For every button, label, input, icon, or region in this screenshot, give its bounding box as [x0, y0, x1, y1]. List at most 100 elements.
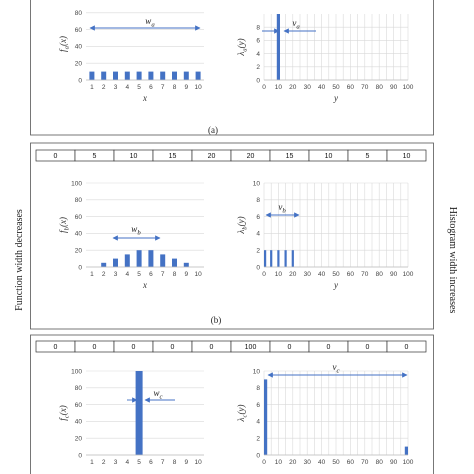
y-tick-label: 8	[256, 25, 260, 32]
histogram-bar	[277, 250, 280, 267]
y-axis-title: fb(x)	[58, 217, 71, 233]
histogram-bar	[270, 250, 273, 267]
y-tick-label: 80	[75, 385, 83, 392]
y-tick-label: 0	[78, 77, 82, 84]
y-tick-label: 40	[75, 419, 83, 426]
sequence-value: 5	[366, 153, 370, 160]
label-v-a: va	[292, 18, 300, 31]
function-bar	[172, 258, 177, 267]
y-tick-label: 10	[253, 180, 261, 187]
x-tick-label: 6	[149, 84, 153, 91]
x-tick-label: 90	[390, 84, 398, 91]
y-tick-label: 80	[75, 10, 83, 17]
x-tick-label: 100	[403, 84, 414, 91]
x-tick-label: 100	[403, 271, 414, 278]
x-tick-label: 60	[347, 84, 355, 91]
function-bar	[135, 371, 143, 455]
left-side-label: Function width decreases	[14, 209, 25, 311]
sequence-value: 0	[327, 344, 331, 351]
y-axis-title: fa(x)	[58, 36, 71, 52]
x-tick-label: 10	[275, 271, 283, 278]
chart-c-function: 0 20 40 60 80 100 1 2 3 4 5 6 7 8 9 10 fc(x)	[58, 368, 204, 466]
sequence-value: 15	[169, 153, 177, 160]
function-bar	[113, 71, 118, 80]
y-tick-label: 6	[256, 38, 260, 45]
function-bar	[101, 71, 107, 80]
sequence-value: 20	[208, 153, 216, 160]
y-tick-label: 10	[253, 368, 261, 375]
panel-c-frame	[30, 334, 434, 474]
x-tick-label: 0	[262, 271, 266, 278]
function-bar	[148, 71, 154, 80]
x-tick-label: 30	[304, 459, 312, 466]
x-tick-label: 40	[318, 271, 326, 278]
sequence-value: 0	[288, 344, 292, 351]
sequence-value: 0	[54, 344, 58, 351]
x-tick-label: 60	[347, 459, 355, 466]
label-w-c: wc	[153, 388, 162, 401]
x-tick-label: 9	[184, 271, 188, 278]
function-bar	[183, 262, 189, 267]
chart-a-function: 0 20 40 60 80 1 2 3 4 5 6 7 8 9 10 fa(x) x	[58, 10, 204, 103]
function-bar	[148, 250, 154, 267]
x-tick-label: 10	[194, 271, 202, 278]
sequence-value: 15	[286, 153, 294, 160]
sequence-value: 100	[245, 344, 257, 351]
panel-b-sequence-table: 0 5 10 15 20 20 15 10 5 10	[35, 149, 427, 162]
y-tick-label: 60	[75, 214, 83, 221]
y-tick-label: 6	[256, 402, 260, 409]
x-tick-label: 8	[173, 271, 177, 278]
x-axis-title: y	[333, 280, 338, 290]
x-tick-label: 6	[149, 271, 153, 278]
chart-b-function: 0 20 40 60 80 100 1 2 3 4 5 6 7 8 9 10 fb(x) x	[58, 180, 204, 290]
x-tick-label: 4	[125, 84, 129, 91]
histogram-bar	[276, 14, 280, 80]
function-bar	[160, 71, 166, 80]
right-side-label: Histogram width increases	[447, 207, 458, 314]
sequence-value: 0	[54, 153, 58, 160]
y-tick-label: 80	[75, 197, 83, 204]
label-w-b: wb	[131, 224, 141, 237]
histogram-bar	[264, 379, 268, 455]
x-axis-title: x	[142, 280, 147, 290]
x-tick-label: 20	[289, 459, 297, 466]
function-bar	[136, 250, 142, 267]
function-bar	[195, 71, 201, 80]
sequence-value: 0	[93, 344, 97, 351]
x-tick-label: 20	[289, 271, 297, 278]
function-bar	[172, 71, 177, 80]
x-tick-label: 5	[137, 271, 141, 278]
x-tick-label: 60	[347, 271, 355, 278]
function-bar	[101, 262, 107, 267]
y-axis-title: λc(y)	[236, 405, 249, 423]
function-bar	[183, 71, 189, 80]
x-tick-label: 2	[102, 459, 106, 466]
x-tick-label: 80	[376, 84, 384, 91]
y-tick-label: 40	[75, 231, 83, 238]
x-tick-label: 1	[90, 271, 94, 278]
x-tick-label: 7	[161, 84, 165, 91]
x-tick-label: 40	[318, 84, 326, 91]
sequence-value: 0	[171, 344, 175, 351]
y-tick-label: 0	[256, 264, 260, 271]
x-tick-label: 10	[194, 459, 202, 466]
label-v-b: vb	[278, 202, 286, 215]
function-bar	[160, 254, 166, 267]
x-tick-label: 9	[184, 84, 188, 91]
sequence-cell	[386, 149, 427, 162]
x-tick-label: 8	[173, 459, 177, 466]
x-tick-label: 70	[361, 84, 369, 91]
function-bar	[124, 71, 130, 80]
histogram-bar	[404, 446, 408, 455]
sequence-value: 20	[247, 153, 255, 160]
x-tick-label: 50	[332, 459, 340, 466]
panel-b-caption: (b)	[211, 315, 222, 325]
function-bar	[89, 71, 95, 80]
x-tick-label: 30	[304, 84, 312, 91]
function-bar	[113, 258, 118, 267]
function-bar	[136, 71, 142, 80]
y-tick-label: 60	[75, 27, 83, 34]
